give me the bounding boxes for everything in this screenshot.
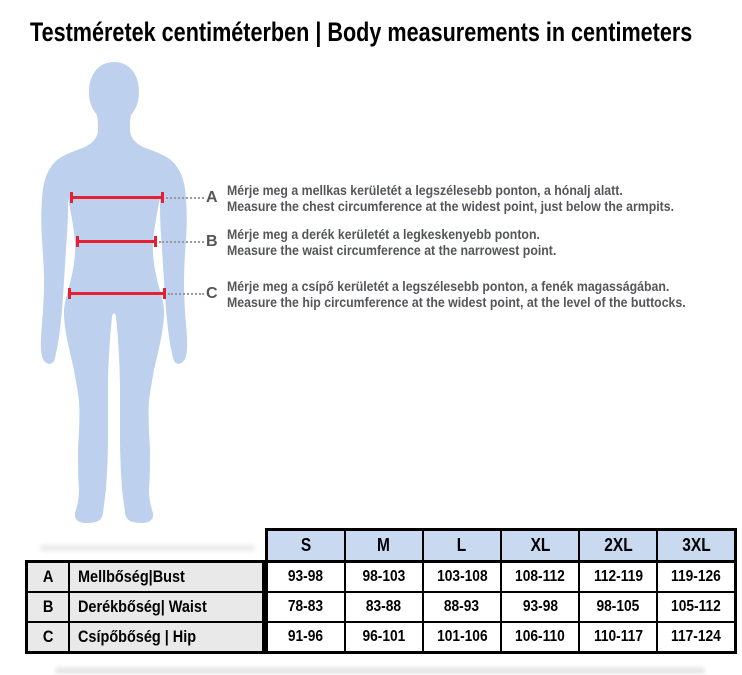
values-row-waist: 78-83 83-88 88-93 93-98 98-105 105-112	[265, 591, 737, 623]
row-letter-hip: C	[25, 621, 70, 654]
measure-line-waist	[76, 236, 157, 247]
cell-waist-2xl-text: 98-105	[596, 598, 640, 615]
measure-line-hip	[68, 288, 166, 299]
cell-bust-m-text: 98-103	[362, 568, 406, 585]
size-header-row: S M L XL 2XL 3XL	[265, 528, 737, 563]
size-header-m-text: M	[377, 535, 391, 555]
measure-letter-waist: B	[206, 233, 218, 250]
size-header-2xl-text: 2XL	[603, 535, 633, 555]
page-title-text: Testméretek centiméterben | Body measure…	[30, 17, 693, 47]
note-waist-en: Measure the waist circumference at the n…	[227, 242, 557, 258]
size-header-xl-text: XL	[530, 535, 550, 555]
size-header-2xl: 2XL	[578, 528, 659, 563]
cell-waist-s-text: 78-83	[288, 598, 324, 615]
cell-waist-3xl-text: 105-112	[671, 598, 722, 615]
dotted-connector-chest	[166, 197, 204, 199]
cell-bust-2xl-text: 112-119	[593, 568, 643, 585]
size-header-3xl-text: 3XL	[681, 535, 711, 555]
size-header-m: M	[343, 528, 424, 563]
cell-hip-2xl-text: 110-117	[593, 628, 643, 645]
table-row-waist: B Derékbőség| Waist	[25, 591, 265, 623]
cell-waist-2xl: 98-105	[578, 591, 659, 623]
cell-waist-m: 83-88	[343, 591, 424, 623]
cell-hip-m: 96-101	[343, 621, 424, 654]
cell-waist-l-text: 88-93	[444, 598, 480, 615]
cell-hip-xl-text: 106-110	[515, 628, 565, 645]
cell-waist-xl: 93-98	[499, 591, 581, 623]
cell-bust-l: 103-108	[421, 560, 502, 593]
measurement-note-waist: Mérje meg a derék kerületét a legkeskeny…	[227, 226, 601, 258]
measure-line-chest	[70, 192, 164, 203]
size-table-labels: A Mellbőség|Bust B Derékbőség| Waist C C…	[25, 560, 265, 654]
cell-bust-l-text: 103-108	[436, 568, 488, 585]
row-letter-waist: B	[25, 591, 70, 623]
cell-bust-m: 98-103	[343, 560, 424, 593]
faint-artifact-bottom-edge	[55, 667, 705, 674]
size-header-s-text: S	[300, 535, 311, 555]
row-label-waist-text: Derékbőség| Waist	[78, 597, 207, 616]
cell-hip-3xl: 117-124	[656, 621, 737, 654]
cell-waist-l: 88-93	[421, 591, 502, 623]
cell-hip-l-text: 101-106	[436, 628, 488, 645]
measurement-note-chest: Mérje meg a mellkas kerületét a legszéle…	[227, 182, 735, 214]
cell-hip-xl: 106-110	[499, 621, 581, 654]
cell-bust-s: 93-98	[265, 560, 346, 593]
cell-waist-m-text: 83-88	[366, 598, 402, 615]
row-label-bust-text: Mellbőség|Bust	[78, 567, 185, 586]
cell-bust-xl: 108-112	[499, 560, 581, 593]
cell-hip-3xl-text: 117-124	[671, 628, 722, 645]
size-header-s: S	[265, 528, 346, 563]
row-letter-waist-text: B	[42, 597, 54, 616]
size-header-3xl: 3XL	[656, 528, 737, 563]
measure-letter-hip: C	[206, 285, 218, 302]
size-table-values: S M L XL 2XL 3XL 93-98 98-103 103-108 10…	[265, 528, 737, 654]
table-row-bust: A Mellbőség|Bust	[25, 560, 265, 593]
dotted-connector-waist	[159, 241, 204, 243]
size-header-l-text: L	[457, 535, 467, 555]
note-chest-hu: Mérje meg a mellkas kerületét a legszéle…	[227, 182, 623, 198]
cell-hip-s-text: 91-96	[288, 628, 324, 645]
values-row-bust: 93-98 98-103 103-108 108-112 112-119 119…	[265, 560, 737, 593]
cell-hip-s: 91-96	[265, 621, 346, 654]
table-row-hip: C Csípőbőség | Hip	[25, 621, 265, 654]
cell-waist-s: 78-83	[265, 591, 346, 623]
note-waist-hu: Mérje meg a derék kerületét a legkeskeny…	[227, 226, 540, 242]
cell-waist-xl-text: 93-98	[522, 598, 558, 615]
cell-bust-3xl-text: 119-126	[671, 568, 722, 585]
row-label-waist: Derékbőség| Waist	[68, 591, 265, 623]
cell-hip-l: 101-106	[421, 621, 502, 654]
measurement-note-hip: Mérje meg a csípő kerületét a legszélese…	[227, 278, 742, 310]
cell-hip-m-text: 96-101	[362, 628, 406, 645]
values-row-hip: 91-96 96-101 101-106 106-110 110-117 117…	[265, 621, 737, 654]
row-label-hip-text: Csípőbőség | Hip	[78, 627, 197, 646]
size-header-xl: XL	[499, 528, 581, 563]
measure-letter-chest: A	[206, 189, 218, 206]
cell-waist-3xl: 105-112	[656, 591, 737, 623]
cell-bust-xl-text: 108-112	[515, 568, 565, 585]
cell-bust-3xl: 119-126	[656, 560, 737, 593]
row-letter-hip-text: C	[42, 627, 54, 646]
dotted-connector-hip	[168, 293, 204, 295]
row-letter-bust: A	[25, 560, 70, 593]
row-letter-bust-text: A	[42, 567, 54, 586]
cell-bust-s-text: 93-98	[288, 568, 324, 585]
note-chest-en: Measure the chest circumference at the w…	[227, 198, 675, 214]
note-hip-hu: Mérje meg a csípő kerületét a legszélese…	[227, 278, 670, 294]
faint-artifact-under-feet	[40, 545, 255, 551]
row-label-bust: Mellbőség|Bust	[68, 560, 265, 593]
row-label-hip: Csípőbőség | Hip	[68, 621, 265, 654]
cell-bust-2xl: 112-119	[578, 560, 659, 593]
size-header-l: L	[421, 528, 502, 563]
note-hip-en: Measure the hip circumference at the wid…	[227, 294, 686, 310]
cell-hip-2xl: 110-117	[578, 621, 659, 654]
page-title: Testméretek centiméterben | Body measure…	[30, 17, 742, 48]
